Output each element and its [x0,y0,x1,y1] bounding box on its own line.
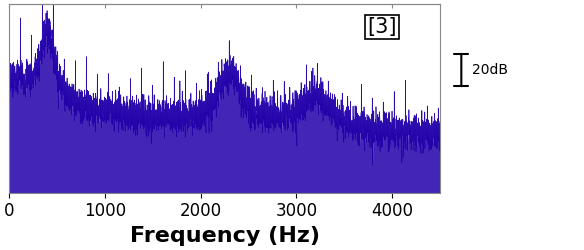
Text: [3]: [3] [367,17,397,37]
Text: 20dB: 20dB [472,63,508,77]
X-axis label: Frequency (Hz): Frequency (Hz) [130,226,319,246]
